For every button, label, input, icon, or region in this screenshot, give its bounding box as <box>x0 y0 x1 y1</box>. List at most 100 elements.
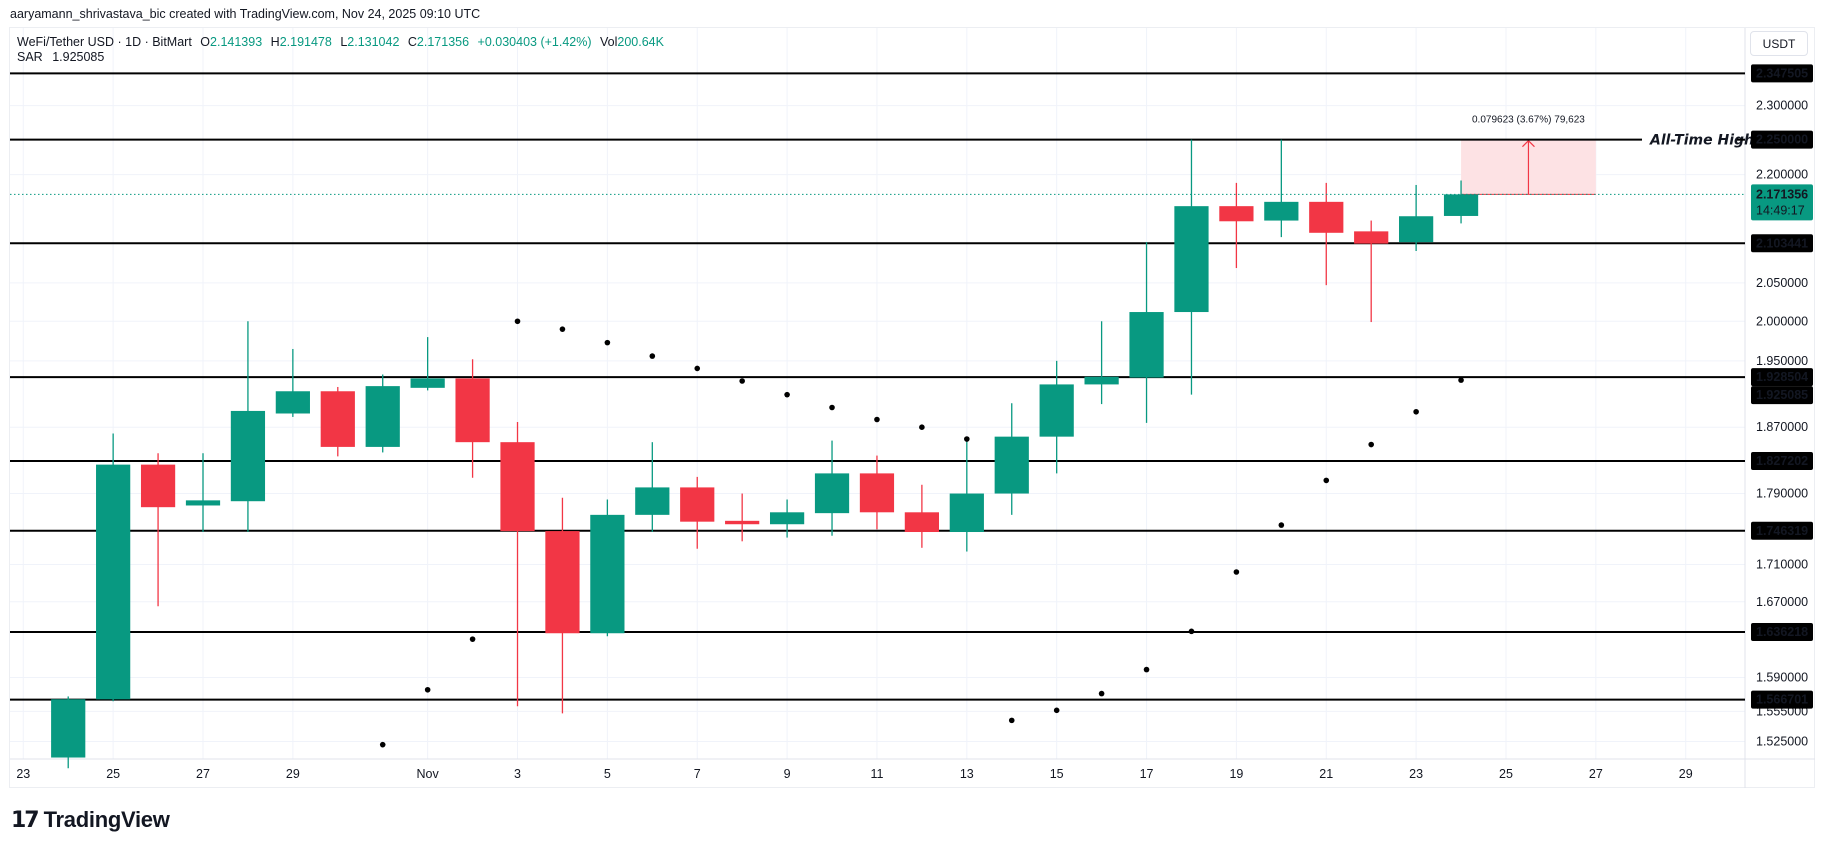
sar-dot <box>469 636 476 642</box>
candle-up <box>949 436 984 552</box>
date-tick-label: 23 <box>1409 767 1423 781</box>
candle-up <box>1399 184 1434 252</box>
candle-up <box>1084 321 1119 405</box>
date-tick-label: 25 <box>106 767 120 781</box>
level-price-tag-text: 1.636218 <box>1756 625 1808 639</box>
price-tick-label: 1.870000 <box>1756 420 1808 434</box>
candle-body <box>455 378 490 443</box>
volume-label: Vol <box>600 35 618 49</box>
chart-frame <box>9 27 1815 788</box>
candle-down <box>1219 182 1254 269</box>
price-axis[interactable]: 2.300000 2.200000 2.050000 2.000000 1.950000… <box>1751 64 1813 748</box>
sar-dot <box>829 404 835 411</box>
candle-down <box>500 422 535 707</box>
price-range-measure[interactable]: 0.079623 (3.67%) 79,623 <box>1461 115 1596 195</box>
high-value: 2.191478 <box>279 35 332 49</box>
candle-up <box>1129 242 1164 423</box>
low-value: 2.131042 <box>347 35 400 49</box>
candle-body <box>1309 201 1344 233</box>
tradingview-logo[interactable]: 17 TradingView <box>11 806 170 834</box>
level-price-tag[interactable] <box>1751 690 1813 709</box>
sar-price-tag[interactable] <box>1751 386 1813 405</box>
sar-dot <box>604 339 611 346</box>
close-label: C <box>407 35 417 49</box>
candle-up <box>185 453 221 533</box>
current-price-text: 2.171356 <box>1756 187 1808 201</box>
level-price-tag[interactable] <box>1751 623 1813 642</box>
candle-down <box>545 497 580 714</box>
sar-legend[interactable]: SAR 1.925085 <box>17 50 104 64</box>
sar-dot <box>964 436 970 442</box>
level-price-tag[interactable] <box>1751 234 1813 253</box>
sar-dot <box>1458 377 1464 383</box>
candle-down <box>904 484 939 548</box>
sar-dot <box>1233 569 1240 575</box>
date-tick-label: 23 <box>16 767 30 781</box>
candle-body <box>1354 231 1389 244</box>
low-label: L <box>340 35 348 49</box>
sar-label: SAR <box>17 50 43 64</box>
sar-dot <box>739 378 745 384</box>
candle-up <box>230 321 266 533</box>
sar-dot <box>1413 408 1419 415</box>
candle-up <box>1039 360 1074 474</box>
date-tick-label: 11 <box>870 767 883 781</box>
level-price-tag-text: 1.928504 <box>1756 370 1808 384</box>
price-tick-label: 2.300000 <box>1756 99 1808 113</box>
candle-down <box>725 493 760 542</box>
price-tick-label: 2.050000 <box>1756 276 1808 290</box>
date-tick-label: 15 <box>1050 767 1064 781</box>
candle-up <box>365 374 400 453</box>
candle-body <box>859 473 895 513</box>
symbol-name[interactable]: WeFi/Tether USD · 1D · BitMart <box>17 35 192 49</box>
level-price-tag[interactable] <box>1751 451 1813 470</box>
candle-body <box>275 391 310 414</box>
price-tick-label: 1.590000 <box>1756 670 1808 684</box>
candle-body <box>1443 194 1479 216</box>
time-axis[interactable]: 23 25 27 29 Nov 3 5 7 9 11 13 15 17 19 21 23 25 27 29 <box>16 767 1692 781</box>
sar-dot <box>649 353 656 359</box>
level-price-tag[interactable] <box>1751 130 1813 149</box>
candles <box>51 139 1479 769</box>
candle-body <box>500 442 535 532</box>
candle-body <box>365 386 400 447</box>
open-label: O <box>200 35 211 49</box>
tradingview-logo-text: TradingView <box>43 807 170 832</box>
date-tick-label: 21 <box>1319 767 1333 781</box>
sar-dot <box>1278 522 1285 528</box>
sar-dot <box>1368 441 1374 448</box>
level-price-tag[interactable] <box>1751 521 1813 540</box>
date-tick-label: 13 <box>960 767 974 781</box>
candle-up <box>1264 139 1299 238</box>
level-price-tag[interactable] <box>1751 368 1813 387</box>
price-tick-label: 1.790000 <box>1756 487 1808 501</box>
candle-up <box>275 348 310 417</box>
sar-dot <box>1143 666 1150 673</box>
candle-body <box>994 436 1029 494</box>
sar-value: 1.925085 <box>52 50 105 64</box>
candle-body <box>545 531 580 634</box>
candle-body <box>1129 312 1164 378</box>
sar-dot <box>784 391 790 398</box>
change-value: +0.030403 (+1.42%) <box>477 35 592 49</box>
candle-body <box>96 464 131 700</box>
currency-unit-button[interactable]: USDT <box>1750 31 1808 56</box>
candle-down <box>455 359 490 478</box>
all-time-high-label: All-Time High <box>1649 133 1754 149</box>
date-tick-label: 7 <box>694 767 701 781</box>
candle-down <box>680 476 715 549</box>
candle-up <box>994 403 1029 515</box>
candle-body <box>185 500 221 506</box>
candle-down <box>1309 182 1344 286</box>
candle-body <box>904 512 939 533</box>
current-price-tag[interactable] <box>1751 184 1813 221</box>
date-tick-label: 17 <box>1140 767 1154 781</box>
candle-up <box>51 696 86 769</box>
close-value: 2.171356 <box>416 35 470 49</box>
candle-body <box>769 512 805 525</box>
open-value: 2.141393 <box>210 35 263 49</box>
sar-dot <box>694 365 701 372</box>
price-tick-label: 2.200000 <box>1756 168 1808 182</box>
level-price-tag[interactable] <box>1751 64 1813 83</box>
